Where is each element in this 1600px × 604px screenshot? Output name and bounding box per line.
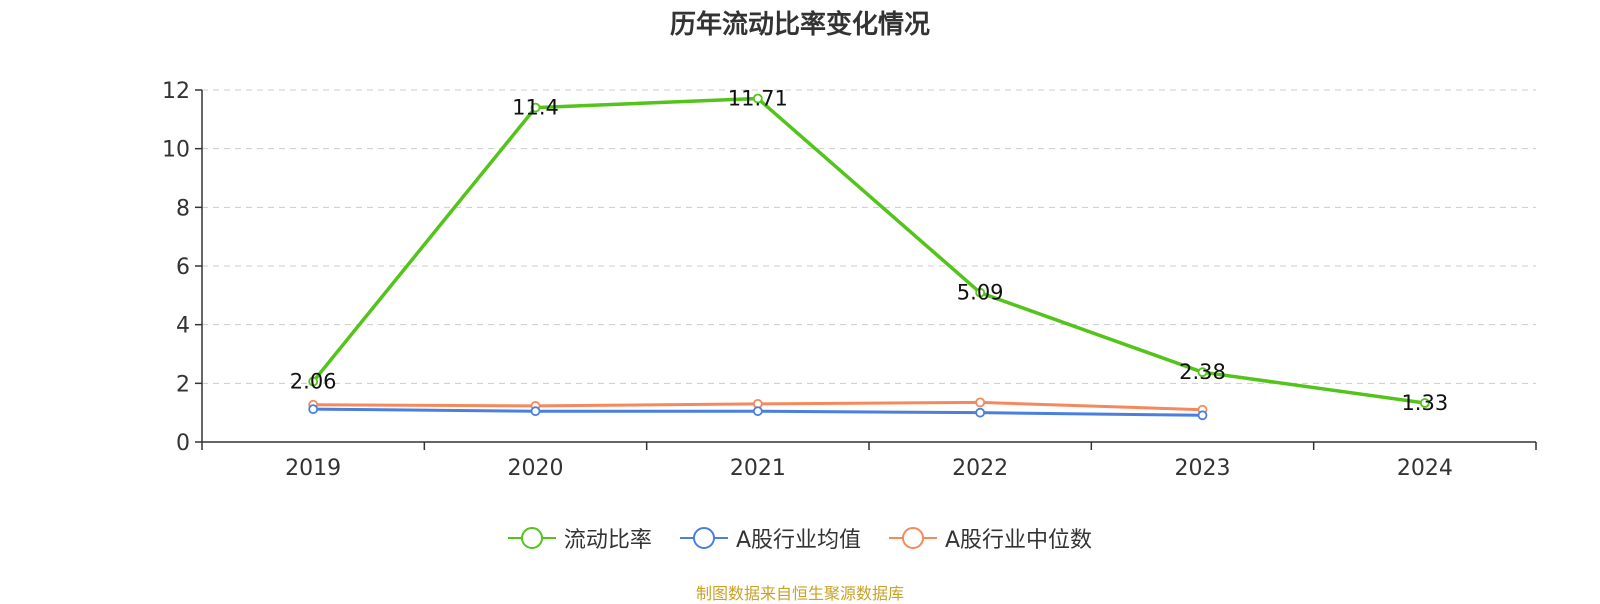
data-point [752, 406, 763, 417]
data-label: 1.33 [1401, 391, 1448, 415]
data-point [1419, 398, 1430, 408]
chart-title: 历年流动比率变化情况 [669, 10, 930, 40]
legend-label: 流动比率 [563, 528, 652, 553]
legend-item-current-ratio[interactable]: 流动比率 [507, 522, 652, 554]
x-tick-label: 2020 [508, 456, 564, 481]
data-point [1197, 410, 1208, 421]
legend-marker-icon [679, 526, 728, 550]
data-labels: 2.06 11.4 11.71 5.09 2.38 1.33 [290, 87, 1448, 415]
y-tick-label: 2 [176, 372, 190, 397]
data-point [308, 376, 319, 387]
x-tick-label: 2021 [730, 456, 786, 481]
data-point [1197, 367, 1208, 378]
y-tick-label: 0 [176, 431, 190, 456]
source-note: 制图数据来自恒生聚源数据库 [695, 584, 904, 603]
legend-marker-icon [507, 526, 556, 550]
legend-label: A股行业均值 [735, 528, 861, 553]
data-label: 11.4 [512, 96, 559, 120]
y-tick-label: 6 [176, 255, 190, 280]
data-label: 11.71 [728, 87, 788, 111]
axes: 0 2 4 6 8 10 12 2019 2020 2021 2022 2023 2024 [162, 79, 1537, 481]
y-tick-label: 4 [176, 314, 190, 339]
series-line [311, 96, 1426, 405]
y-tick-label: 8 [176, 196, 190, 221]
data-point [975, 287, 986, 298]
legend-label: A股行业中位数 [945, 528, 1093, 553]
x-tick-label: 2024 [1397, 456, 1453, 481]
series-layer [308, 93, 1430, 421]
grid-lines [202, 89, 1536, 384]
legend: 流动比率 A股行业均值 A股行业中位数 [0, 522, 1600, 554]
legend-item-industry-median[interactable]: A股行业中位数 [889, 522, 1092, 554]
x-tick-label: 2019 [285, 456, 341, 481]
data-label: 2.06 [290, 370, 337, 394]
x-tick-label: 2023 [1175, 456, 1231, 481]
x-tick-label: 2022 [952, 456, 1008, 481]
y-tick-label: 12 [162, 79, 190, 104]
y-tick-label: 10 [162, 138, 190, 163]
data-point [975, 397, 986, 408]
data-label: 5.09 [957, 281, 1004, 305]
legend-item-industry-mean[interactable]: A股行业均值 [679, 522, 861, 554]
data-point [530, 102, 541, 113]
data-point [975, 407, 986, 418]
data-point [308, 404, 319, 415]
data-point [752, 93, 763, 104]
data-label: 2.38 [1179, 360, 1226, 384]
legend-marker-icon [889, 526, 937, 550]
data-point [530, 406, 541, 417]
